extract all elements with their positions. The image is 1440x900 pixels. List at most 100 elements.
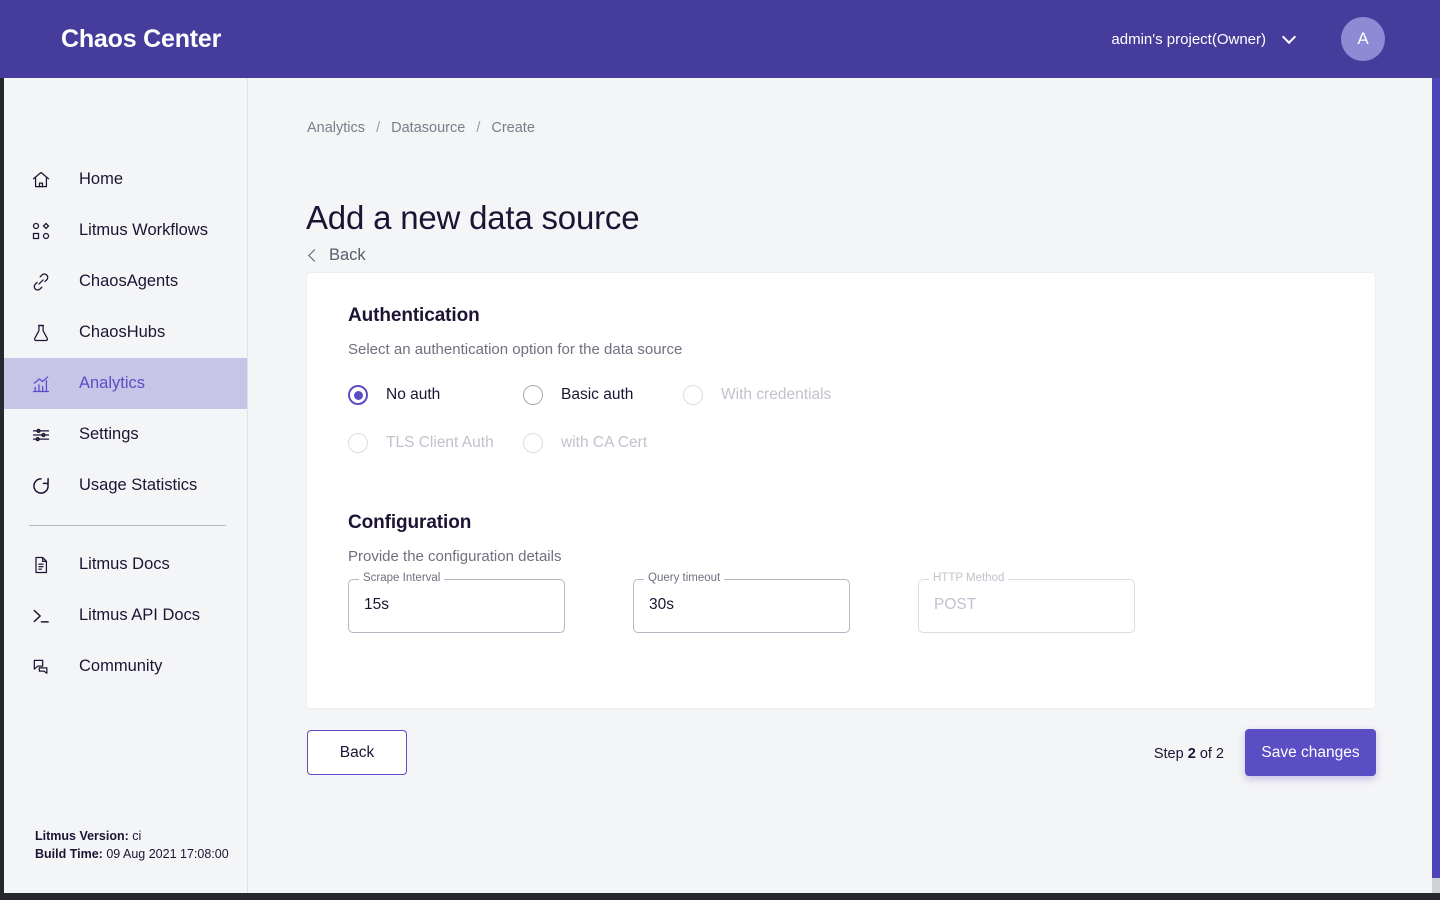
chevron-down-icon xyxy=(1283,31,1296,44)
avatar[interactable]: A xyxy=(1341,17,1385,61)
radio-option-label: with CA Cert xyxy=(561,434,648,451)
radio-option-tls-client-auth: TLS Client Auth xyxy=(348,425,523,461)
radio-icon xyxy=(348,385,368,405)
configuration-subtitle: Provide the configuration details xyxy=(348,548,562,565)
step-prefix: Step xyxy=(1153,746,1184,762)
sidebar-item-label: Analytics xyxy=(79,374,146,392)
authentication-radio-group: No auth Basic auth With credentials TLS … xyxy=(348,377,908,461)
flask-icon xyxy=(31,323,57,343)
breadcrumb-separator: / xyxy=(376,120,381,136)
sliders-icon xyxy=(31,425,57,445)
breadcrumb: Analytics / Datasource / Create xyxy=(307,120,535,136)
http-method-field: HTTP Method POST xyxy=(918,572,1135,633)
radio-option-label: Basic auth xyxy=(561,386,634,403)
sidebar-item-litmus-docs[interactable]: Litmus Docs xyxy=(4,539,247,590)
authentication-radio-row: TLS Client Auth with CA Cert xyxy=(348,425,908,461)
project-selector-label: admin's project(Owner) xyxy=(1111,30,1266,48)
sidebar-item-label: Litmus API Docs xyxy=(79,606,201,624)
sidebar-divider xyxy=(29,525,226,526)
radio-option-with-ca-cert: with CA Cert xyxy=(523,425,683,461)
terminal-icon xyxy=(31,606,57,626)
step-indicator: Step 2 of 2 xyxy=(1154,746,1224,762)
radio-option-no-auth[interactable]: No auth xyxy=(348,377,523,413)
radio-icon xyxy=(348,433,368,453)
back-button[interactable]: Back xyxy=(307,730,407,775)
window-bottom-border xyxy=(0,893,1440,900)
chevron-left-icon xyxy=(307,250,318,261)
avatar-initial: A xyxy=(1357,29,1369,48)
sidebar-item-chaoshubs[interactable]: ChaosHubs xyxy=(4,307,247,358)
sidebar-item-litmus-workflows[interactable]: Litmus Workflows xyxy=(4,205,247,256)
radio-icon xyxy=(523,433,543,453)
query-timeout-value: 30s xyxy=(649,596,674,613)
window-left-border xyxy=(0,78,4,893)
radio-option-basic-auth[interactable]: Basic auth xyxy=(523,377,683,413)
save-changes-button[interactable]: Save changes xyxy=(1245,729,1376,776)
breadcrumb-item-analytics[interactable]: Analytics xyxy=(307,120,366,136)
field-outline xyxy=(633,579,850,633)
link-icon xyxy=(31,272,57,292)
app-brand-title: Chaos Center xyxy=(61,24,222,53)
radio-option-with-credentials: With credentials xyxy=(683,377,831,413)
project-selector[interactable]: admin's project(Owner) xyxy=(1111,31,1296,48)
sidebar-item-home[interactable]: Home xyxy=(4,154,247,205)
litmus-version-value: ci xyxy=(132,829,142,843)
bar-chart-icon xyxy=(31,374,57,394)
top-header: Chaos Center admin's project(Owner) A xyxy=(0,0,1440,78)
scrape-interval-value: 15s xyxy=(364,596,389,613)
configuration-section-header: Configuration Provide the configuration … xyxy=(348,512,561,565)
back-link[interactable]: Back xyxy=(307,246,366,265)
sidebar: Home Litmus Workflows ChaosAgents ChaosH… xyxy=(4,78,248,893)
sidebar-secondary-nav: Litmus Docs Litmus API Docs Community xyxy=(4,539,247,692)
breadcrumb-item-datasource[interactable]: Datasource xyxy=(391,120,466,136)
sidebar-item-chaosagents[interactable]: ChaosAgents xyxy=(4,256,247,307)
scrape-interval-label: Scrape Interval xyxy=(359,572,445,584)
vertical-scrollbar-thumb[interactable] xyxy=(1432,78,1440,878)
scrape-interval-field[interactable]: Scrape Interval 15s xyxy=(348,572,565,633)
main-content: Analytics / Datasource / Create Back Add… xyxy=(249,78,1432,893)
chat-icon xyxy=(31,657,57,677)
sidebar-item-label: Community xyxy=(79,657,163,675)
radio-option-label: No auth xyxy=(386,386,441,403)
sidebar-item-label: Usage Statistics xyxy=(79,476,198,494)
sidebar-item-label: Litmus Docs xyxy=(79,555,170,573)
sidebar-item-label: Settings xyxy=(79,425,139,443)
sidebar-item-litmus-api-docs[interactable]: Litmus API Docs xyxy=(4,590,247,641)
sidebar-item-label: ChaosHubs xyxy=(79,323,166,341)
radio-option-label: With credentials xyxy=(721,386,832,403)
sidebar-item-label: Litmus Workflows xyxy=(79,221,208,239)
sidebar-primary-nav: Home Litmus Workflows ChaosAgents ChaosH… xyxy=(4,154,247,511)
datasource-form-card: Authentication Select an authentication … xyxy=(306,272,1376,709)
build-time-line: Build Time: 09 Aug 2021 17:08:00 xyxy=(35,845,229,863)
configuration-title: Configuration xyxy=(348,512,472,533)
sidebar-item-analytics[interactable]: Analytics xyxy=(4,358,247,409)
http-method-label: HTTP Method xyxy=(929,572,1009,584)
sidebar-item-label: Home xyxy=(79,170,124,188)
sidebar-item-usage-statistics[interactable]: Usage Statistics xyxy=(4,460,247,511)
authentication-title: Authentication xyxy=(348,305,480,326)
radio-icon xyxy=(523,385,543,405)
workflows-icon xyxy=(31,221,57,241)
step-current: 2 xyxy=(1187,746,1196,762)
document-icon xyxy=(31,555,57,575)
authentication-section-header: Authentication Select an authentication … xyxy=(348,305,682,358)
refresh-icon xyxy=(31,476,57,496)
field-outline xyxy=(918,579,1135,633)
radio-icon xyxy=(683,385,703,405)
configuration-fields: Scrape Interval 15s Query timeout 30s HT… xyxy=(348,572,1135,633)
home-icon xyxy=(31,170,57,190)
breadcrumb-item-create[interactable]: Create xyxy=(491,120,535,136)
authentication-subtitle: Select an authentication option for the … xyxy=(348,341,683,358)
header-right-group: admin's project(Owner) A xyxy=(1111,17,1440,61)
radio-option-label: TLS Client Auth xyxy=(386,434,494,451)
back-link-label: Back xyxy=(329,246,366,264)
authentication-radio-row: No auth Basic auth With credentials xyxy=(348,377,908,413)
field-outline xyxy=(348,579,565,633)
http-method-value: POST xyxy=(934,596,977,613)
litmus-version-line: Litmus Version: ci xyxy=(35,827,229,845)
litmus-version-label: Litmus Version: xyxy=(35,829,129,843)
query-timeout-field[interactable]: Query timeout 30s xyxy=(633,572,850,633)
step-suffix: of 2 xyxy=(1199,746,1224,762)
sidebar-item-settings[interactable]: Settings xyxy=(4,409,247,460)
sidebar-item-community[interactable]: Community xyxy=(4,641,247,692)
